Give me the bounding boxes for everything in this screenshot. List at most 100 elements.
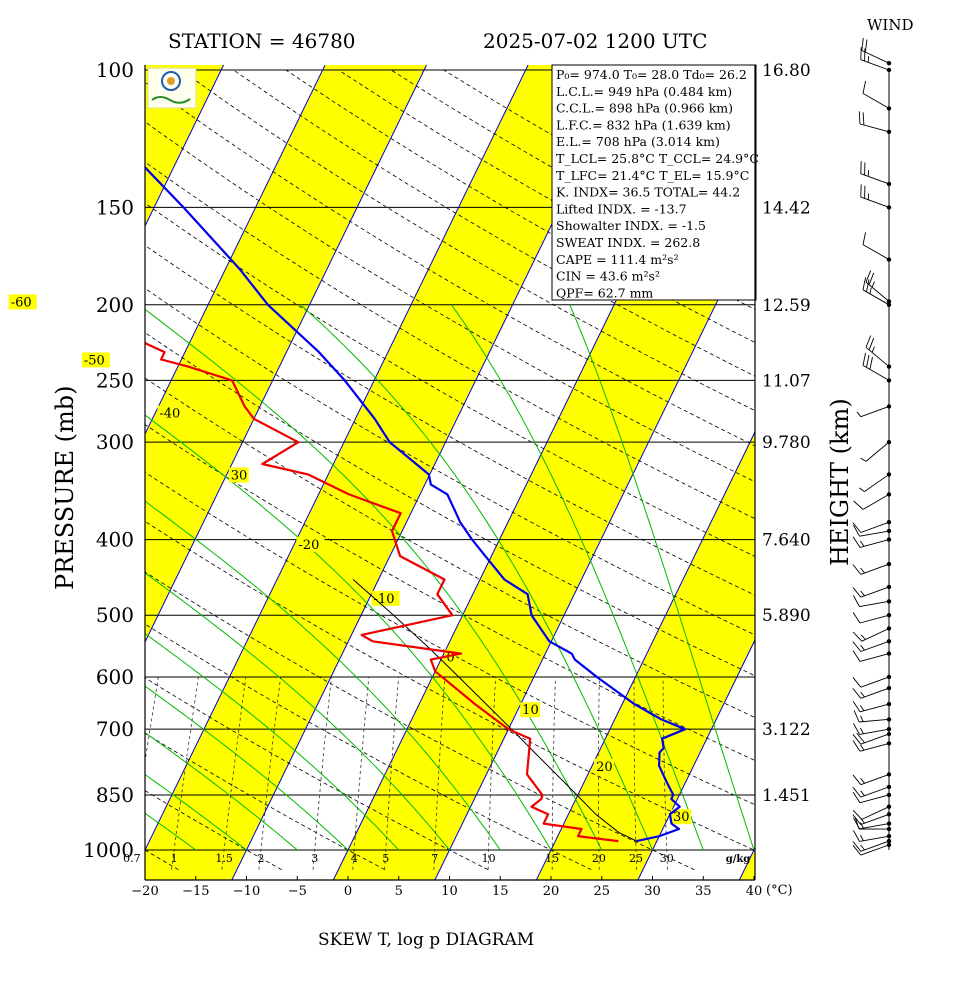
mixing-ratio-label: 1.5 [215,852,233,865]
x-tick-label: −10 [233,884,260,899]
moist-adiabat [145,685,349,851]
mixing-ratio-line [384,676,400,870]
wind-station-dot [886,378,892,383]
mixing-ratio-line [221,676,247,870]
wind-barb-flag [852,536,861,548]
stripe-band [0,65,21,880]
wind-barb-flag [862,80,867,94]
wind-barb-flag [853,500,864,510]
index-line: P₀= 974.0 T₀= 28.0 Td₀= 26.2 [556,67,747,82]
wind-barb-shaft [859,539,890,548]
indices-box [551,64,757,301]
wind-barb-shaft [860,844,890,856]
wind-barb-shaft [865,281,890,302]
wind-barb-flag [852,612,861,624]
isotherm-line [637,638,755,880]
mixing-ratio-labels: 0.7 1 1.5 2 3 4 5 7 10 15 20 25 30 g/kg [123,852,750,865]
wind-station-dot [886,181,892,187]
mixing-ratio-label: 3 [311,852,318,865]
wind-barb-halfflag [860,715,864,722]
wind-barb-flag [852,677,862,688]
wind-barb-shaft [860,640,890,652]
wind-barb-flag [858,111,861,125]
height-tick-label: 12.59 [762,296,811,316]
mixing-ratio-line [598,676,600,870]
mixing-ratio-line [352,676,370,870]
isotherm-label-bg [8,294,37,310]
wind-barb-flag [852,631,863,642]
wind-barb-shaft [860,406,890,418]
wind-barb-shaft [861,806,890,820]
height-tick-label: 9.780 [762,433,811,453]
wind-barb-flag [864,39,868,53]
pressure-tick-label: 300 [96,430,134,454]
moist-adiabat [145,773,247,851]
wind-barb-flag [853,524,860,537]
x-tick-label: 5 [395,884,403,899]
wind-barb-shaft [860,733,890,745]
index-line: C.C.L.= 898 hPa (0.966 km) [556,101,733,116]
wind-barb-halfflag [856,411,862,417]
wind-barb-flag [861,37,864,51]
x-tick-label: −20 [131,884,158,899]
wind-barb-halfflag [860,844,865,851]
wind-station-dot [886,792,892,798]
wind-barb-shaft [859,530,890,537]
stripe-band [942,65,960,880]
wind-barb-shaft [860,813,890,826]
wind-barb-halfflag [871,346,875,353]
index-line: T_LFC= 21.4°C T_EL= 15.9°C [556,168,749,183]
wind-barb-shaft [859,718,890,723]
height-tick-label: 5.890 [762,606,811,626]
x-tick-label: 15 [492,884,509,899]
wind-barb-shaft [864,474,890,492]
wind-barb-halfflag [860,634,866,640]
wind-barb-flag [866,354,870,368]
wind-barb-flag [852,641,862,652]
isotherm-line [145,65,225,228]
wind-barb-flag [852,786,862,798]
wind-barb-shaft [865,441,890,462]
index-line: Showalter INDX. = -1.5 [556,218,706,233]
wind-station-dot [886,537,892,542]
dry-adiabat [145,377,755,719]
pressure-tick-label: 400 [96,528,134,552]
footer-title: SKEW T, log p DIAGRAM [318,930,534,950]
wind-barb-halfflag [860,691,865,698]
isotherm-label: -40 [159,407,180,422]
height-tick-label: 16.80 [762,61,811,81]
y2-axis-label: HEIGHT (km) [826,398,854,566]
mixing-ratio-line [258,676,281,870]
height-tick-label: 7.640 [762,531,811,551]
wind-barb-flag [853,723,860,735]
height-tick-label: 3.122 [762,720,811,740]
wind-barb-flag [852,774,862,785]
moist-adiabat [569,304,755,851]
isotherm-label-bg [228,467,249,483]
wind-barb-shaft [860,676,890,688]
wind-label: WIND [867,16,914,34]
moist-adiabat [451,304,704,851]
wind-barb-shaft [862,93,890,109]
index-line: Lifted INDX. = -13.7 [556,201,687,216]
wind-barb-flag [852,814,862,825]
isotherm-lines [145,65,755,880]
wind-barb-flag [862,232,867,245]
wind-barb-flag [852,844,862,856]
wind-barb-shaft [860,840,890,852]
mixing-ratio-label: 5 [382,852,389,865]
pressure-tick-label: 1000 [83,838,134,862]
stripe-band [145,65,630,880]
wind-barb-shaft [859,728,890,735]
parcel-path [352,579,637,842]
mixing-ratio-label: 30 [660,852,674,865]
wind-barb-shaft [860,786,890,798]
dry-adiabats [145,69,755,871]
dry-adiabat [145,571,695,871]
wind-barb-halfflag [860,778,865,784]
wind-station-dot [886,561,892,567]
wind-barb-shaft [860,521,890,533]
moist-adiabat [145,731,298,851]
wind-barb-flag [866,279,870,292]
mixing-ratio-line [662,676,668,870]
